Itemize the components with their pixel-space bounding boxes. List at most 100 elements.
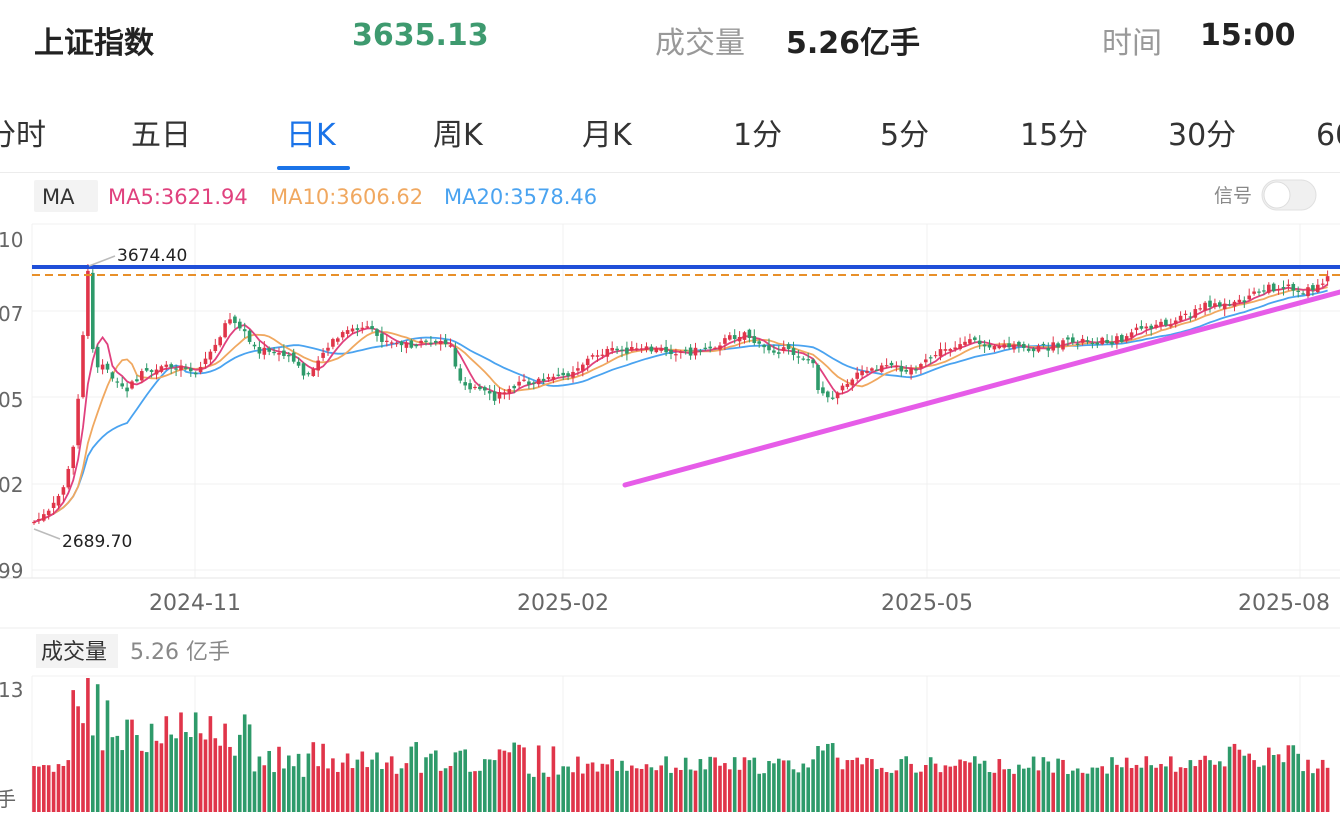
- candle-body[interactable]: [385, 340, 389, 342]
- volume-bar[interactable]: [71, 690, 75, 812]
- candle-body[interactable]: [208, 351, 213, 360]
- volume-bar[interactable]: [1252, 760, 1256, 812]
- candle-body[interactable]: [512, 385, 516, 389]
- candle-body[interactable]: [1271, 283, 1276, 292]
- candle-body[interactable]: [1232, 301, 1237, 307]
- candle-body[interactable]: [184, 367, 188, 369]
- tab-intraday[interactable]: 分时: [0, 118, 46, 153]
- candle-body[interactable]: [639, 348, 644, 350]
- candle-body[interactable]: [282, 350, 286, 356]
- candle-body[interactable]: [193, 372, 198, 375]
- volume-bar[interactable]: [581, 773, 585, 812]
- volume-bar[interactable]: [835, 757, 840, 812]
- candle-body[interactable]: [66, 468, 71, 488]
- volume-bar[interactable]: [1149, 765, 1153, 812]
- candle-body[interactable]: [914, 369, 918, 371]
- volume-bar[interactable]: [110, 737, 115, 812]
- volume-bar[interactable]: [492, 760, 497, 812]
- volume-bar[interactable]: [649, 767, 654, 812]
- candle-body[interactable]: [1115, 336, 1119, 344]
- candle-body[interactable]: [1296, 290, 1300, 292]
- candle-body[interactable]: [483, 387, 487, 391]
- volume-bar[interactable]: [679, 769, 683, 812]
- volume-bar[interactable]: [968, 762, 972, 812]
- volume-bar[interactable]: [762, 773, 766, 812]
- volume-bar[interactable]: [233, 755, 237, 812]
- candle-body[interactable]: [159, 366, 164, 372]
- volume-bar[interactable]: [389, 756, 394, 812]
- candle-body[interactable]: [76, 398, 80, 446]
- volume-bar[interactable]: [1159, 763, 1163, 812]
- candle-body[interactable]: [644, 346, 649, 350]
- candle-body[interactable]: [1286, 284, 1291, 287]
- candle-body[interactable]: [634, 348, 639, 350]
- volume-bar[interactable]: [1100, 766, 1104, 812]
- volume-bar[interactable]: [1095, 767, 1100, 812]
- candle-body[interactable]: [835, 392, 840, 399]
- volume-bar[interactable]: [385, 762, 389, 812]
- volume-bar[interactable]: [532, 776, 536, 812]
- volume-bar[interactable]: [228, 746, 232, 812]
- candle-body[interactable]: [928, 357, 933, 359]
- volume-bar[interactable]: [1232, 743, 1237, 812]
- volume-bar[interactable]: [56, 764, 61, 812]
- volume-bar[interactable]: [414, 742, 418, 812]
- candle-body[interactable]: [546, 377, 551, 380]
- candle-body[interactable]: [247, 330, 252, 342]
- volume-bar[interactable]: [1090, 767, 1095, 812]
- volume-bar[interactable]: [1031, 756, 1036, 812]
- candle-body[interactable]: [649, 346, 654, 352]
- volume-bar[interactable]: [973, 756, 977, 812]
- volume-bar[interactable]: [1129, 768, 1134, 812]
- volume-bar[interactable]: [742, 757, 747, 812]
- candle-body[interactable]: [796, 356, 801, 358]
- candle-body[interactable]: [737, 336, 742, 342]
- candle-body[interactable]: [424, 340, 428, 342]
- volume-bar[interactable]: [585, 763, 590, 812]
- volume-bar[interactable]: [556, 774, 561, 812]
- candle-body[interactable]: [777, 352, 781, 354]
- volume-bar[interactable]: [105, 700, 110, 812]
- candle-body[interactable]: [532, 382, 536, 384]
- volume-bar[interactable]: [164, 716, 169, 812]
- candle-body[interactable]: [585, 358, 590, 366]
- volume-bar[interactable]: [438, 770, 443, 812]
- volume-bar[interactable]: [904, 756, 908, 812]
- candle-body[interactable]: [105, 363, 110, 370]
- tab-15min[interactable]: 15分: [1020, 118, 1089, 153]
- volume-bar[interactable]: [37, 766, 41, 812]
- volume-bar[interactable]: [1286, 745, 1291, 812]
- candle-body[interactable]: [821, 387, 825, 394]
- candle-body[interactable]: [252, 344, 257, 347]
- volume-bar[interactable]: [933, 763, 938, 812]
- volume-bar[interactable]: [855, 757, 859, 812]
- volume-bar[interactable]: [483, 759, 487, 812]
- candle-body[interactable]: [963, 341, 967, 345]
- candle-body[interactable]: [389, 342, 394, 344]
- candle-body[interactable]: [287, 355, 291, 357]
- candle-body[interactable]: [899, 366, 904, 372]
- candle-body[interactable]: [1281, 287, 1286, 289]
- candle-body[interactable]: [688, 347, 693, 356]
- volume-bar[interactable]: [953, 765, 957, 812]
- volume-bar[interactable]: [326, 768, 330, 812]
- candle-body[interactable]: [826, 391, 830, 398]
- candle-body[interactable]: [870, 368, 874, 371]
- volume-bar[interactable]: [203, 739, 208, 812]
- candle-body[interactable]: [1242, 300, 1247, 303]
- candle-body[interactable]: [757, 341, 761, 344]
- candle-body[interactable]: [311, 368, 316, 376]
- volume-bar[interactable]: [198, 733, 203, 812]
- candle-body[interactable]: [1203, 302, 1207, 311]
- volume-bar[interactable]: [184, 732, 188, 812]
- volume-bar[interactable]: [919, 771, 923, 812]
- candle-body[interactable]: [404, 342, 409, 348]
- volume-bar[interactable]: [1203, 755, 1207, 812]
- volume-bar[interactable]: [708, 756, 712, 812]
- candle-body[interactable]: [135, 379, 139, 382]
- volume-bar[interactable]: [213, 738, 218, 812]
- candle-body[interactable]: [497, 392, 502, 399]
- candle-body[interactable]: [1007, 343, 1011, 348]
- volume-bar[interactable]: [943, 765, 948, 812]
- volume-bar[interactable]: [350, 768, 355, 812]
